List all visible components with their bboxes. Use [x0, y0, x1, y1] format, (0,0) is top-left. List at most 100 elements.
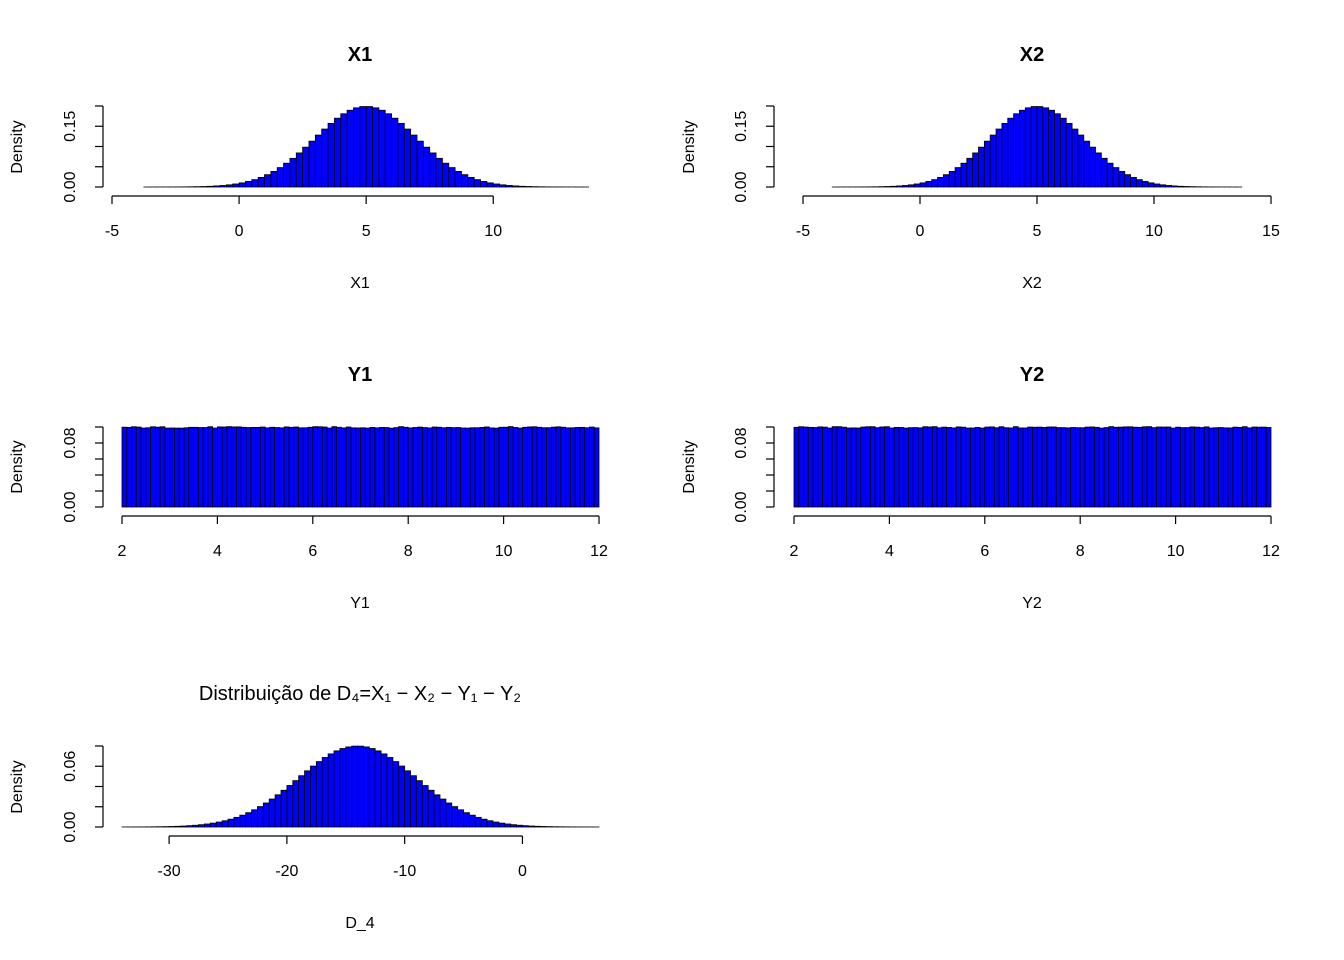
histogram-bar — [579, 426, 586, 508]
histogram-bar — [498, 822, 506, 828]
histogram-bar — [206, 185, 215, 188]
histogram-bar — [1218, 427, 1224, 508]
x-tick-label: -30 — [158, 863, 181, 880]
histogram-bar — [1008, 427, 1014, 508]
histogram-bar — [1175, 426, 1181, 508]
histogram-bar — [154, 426, 161, 508]
histogram-bar — [422, 427, 428, 508]
histogram-bar — [312, 426, 318, 508]
y-tick-label: 0.08 — [62, 427, 79, 458]
panel-y1: Y1 2 4 6 8 10 12 0.00 0.08 Y1 Density — [9, 364, 608, 612]
histogram-bar — [492, 821, 500, 828]
histogram-bar — [1048, 109, 1055, 188]
histogram-bar — [498, 426, 504, 508]
histogram-bar — [188, 426, 194, 508]
histogram-bar — [998, 426, 1005, 508]
x-tick-label: -5 — [105, 223, 119, 240]
panel-title-d4: Distribuição de D₄=X₁ − X₂ − Y₁ − Y₂ — [199, 683, 521, 705]
histogram-bar — [461, 174, 469, 188]
histogram-bar — [517, 427, 524, 508]
histogram-bar — [1022, 427, 1029, 508]
histogram-bar — [817, 426, 824, 508]
histogram-bar — [841, 426, 847, 508]
histogram-bar — [1060, 117, 1067, 188]
histogram-bar — [417, 426, 423, 508]
histogram-bar — [850, 427, 857, 508]
histogram-bar — [1147, 182, 1155, 188]
panel-x2: X2 -5 0 5 10 15 0.00 0.15 X2 Density — [681, 44, 1280, 292]
x-tick-label: 8 — [1076, 543, 1085, 560]
histogram-bar — [569, 427, 576, 508]
histogram-bar — [451, 806, 459, 828]
histogram-bar — [251, 809, 258, 828]
histogram-bar — [565, 427, 571, 508]
histogram-bar — [488, 427, 495, 508]
histogram-bar — [984, 426, 990, 508]
histogram-bar — [560, 426, 567, 508]
histogram-bar — [279, 427, 285, 508]
histogram-bar — [1265, 427, 1272, 508]
histogram-bar — [1165, 426, 1172, 508]
histogram-bar — [855, 427, 862, 508]
histogram-bar — [340, 113, 348, 188]
histogram-bar — [445, 426, 452, 508]
histogram-bar — [221, 820, 229, 828]
histogram-bar — [480, 818, 488, 828]
histogram-bar — [341, 427, 347, 508]
histogram-bar — [937, 176, 944, 188]
histogram-bars-y2 — [793, 426, 1272, 508]
histogram-bar — [1003, 427, 1010, 508]
histogram-bar — [546, 427, 552, 508]
y-tick-label: 0.15 — [733, 111, 750, 142]
y-axis-x1: 0.00 0.15 — [62, 105, 104, 203]
histogram-bar — [1127, 426, 1134, 508]
histogram-bar — [822, 426, 828, 508]
histogram-bar — [245, 427, 252, 508]
histogram-bar — [812, 427, 819, 508]
histogram-bar — [1001, 122, 1009, 188]
x-tick-label: 10 — [484, 223, 502, 240]
histogram-bar — [317, 426, 323, 508]
x-axis-label-x1: X1 — [350, 275, 370, 292]
histogram-bar — [484, 426, 490, 508]
histogram-bar — [879, 426, 886, 508]
histogram-bar — [550, 426, 557, 508]
histogram-bar — [307, 426, 314, 508]
histogram-bar — [1077, 134, 1085, 188]
histogram-bar — [150, 426, 156, 508]
histogram-bar — [1146, 426, 1153, 508]
histogram-bar — [1189, 426, 1196, 508]
histogram-bars-x2 — [831, 106, 1243, 188]
x-tick-label: 12 — [590, 543, 608, 560]
histogram-bar — [351, 745, 358, 828]
histogram-bar — [1083, 140, 1091, 188]
histogram-bar — [1065, 427, 1072, 508]
histogram-bar — [1094, 426, 1100, 508]
histogram-bar — [1171, 185, 1178, 188]
x-axis-label-d4: D_4 — [345, 915, 374, 932]
histogram-bar — [1106, 162, 1114, 188]
histogram-bar — [803, 426, 809, 508]
histogram-bar — [1075, 427, 1081, 508]
x-axis-y2: 2 4 6 8 10 12 — [790, 515, 1280, 560]
histogram-bar — [1117, 426, 1124, 508]
histogram-bar — [499, 184, 507, 188]
histogram-bar — [280, 789, 288, 828]
histogram-bar — [1108, 426, 1114, 508]
histogram-bar — [345, 426, 352, 508]
histogram-bar — [412, 427, 419, 508]
histogram-bar — [225, 184, 234, 188]
histogram-bar — [555, 426, 562, 508]
histogram-bar — [360, 427, 366, 508]
histogram-bar — [912, 427, 919, 508]
histogram-bar — [1141, 181, 1149, 188]
histogram-bar — [1184, 427, 1191, 508]
histogram-bar — [960, 426, 967, 508]
histogram-bar — [1112, 167, 1120, 188]
histogram-bar — [339, 748, 347, 828]
histogram-bar — [198, 824, 205, 828]
y-axis-x2: 0.00 0.15 — [733, 105, 775, 203]
y-axis-d4: 0.00 0.06 — [62, 745, 104, 843]
histogram-bar — [264, 427, 271, 508]
